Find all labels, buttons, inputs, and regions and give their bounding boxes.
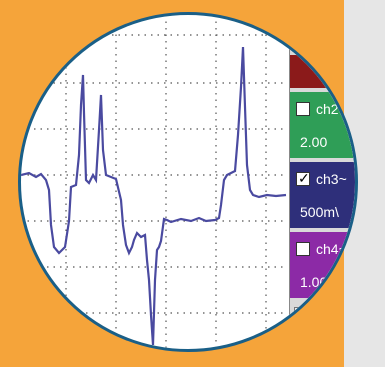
magnifier-lens: 2 ch2 2.00 ch3~ 500m\ ch4~ 1.00 5.0 [18, 12, 358, 352]
channel-row-ch1[interactable]: 2 [290, 55, 355, 88]
ch4-label: ch4~ [316, 240, 347, 257]
timebase-value: 5.0 [299, 310, 319, 326]
oscilloscope-display [21, 15, 287, 349]
channel-row-ch2-label[interactable]: ch2 [290, 92, 355, 125]
timebase-field[interactable]: 5.0 [294, 307, 355, 329]
channel-row-ch2-value[interactable]: 2.00 [290, 125, 355, 158]
ch3-checkbox[interactable] [296, 170, 310, 187]
ch1-value: 2 [322, 63, 330, 80]
ch2-value: 2.00 [300, 133, 328, 150]
ch3-label: ch3~ [316, 170, 347, 187]
ch3-trace [21, 46, 287, 346]
channel-row-ch3-value[interactable]: 500m\ [290, 195, 355, 228]
ch4-checkbox[interactable] [296, 241, 310, 256]
channel-row-ch4-label[interactable]: ch4~ [290, 232, 355, 265]
channel-row-ch4-value[interactable]: 1.00 [290, 265, 355, 298]
ch2-checkbox[interactable] [296, 101, 310, 116]
channel-row-ch3-label[interactable]: ch3~ [290, 162, 355, 195]
channel-panel: 2 ch2 2.00 ch3~ 500m\ ch4~ 1.00 5.0 [289, 33, 355, 349]
ch4-value: 1.00 [300, 273, 328, 290]
ch2-label: ch2 [316, 100, 339, 117]
grid [21, 15, 286, 349]
ch3-value: 500m\ [300, 203, 339, 220]
